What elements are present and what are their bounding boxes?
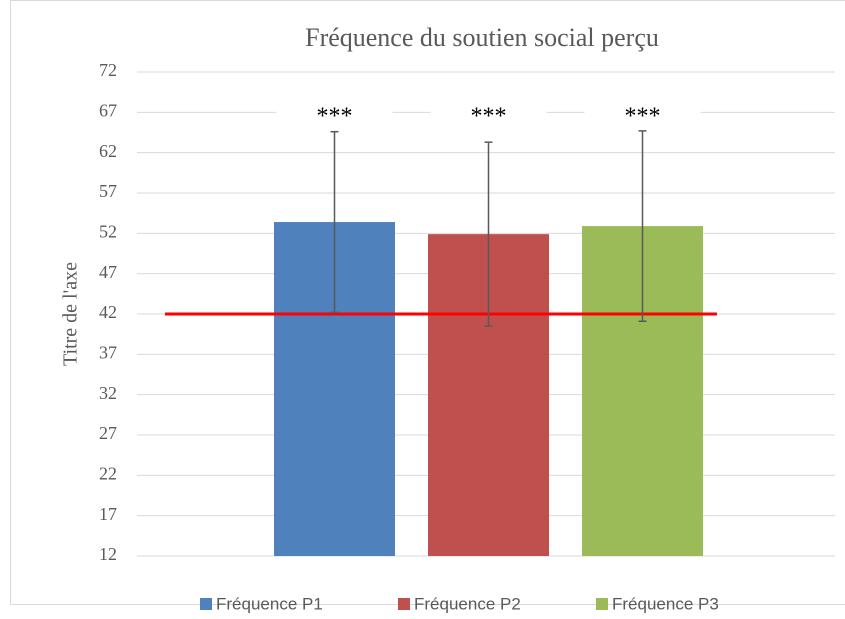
y-tick-label: 42 (99, 302, 117, 322)
y-tick-label: 57 (99, 181, 117, 201)
y-tick-label: 67 (99, 100, 117, 120)
annotation-background (276, 102, 393, 128)
legend-swatch (200, 598, 212, 610)
legend-swatch (596, 598, 608, 610)
legend-label: Fréquence P2 (414, 594, 521, 613)
y-tick-label: 22 (99, 463, 117, 483)
y-tick-label: 37 (99, 342, 117, 362)
y-tick-label: 17 (99, 504, 117, 524)
annotation-background (584, 102, 701, 128)
y-tick-label: 32 (99, 383, 117, 403)
legend-label: Fréquence P3 (612, 594, 719, 613)
chart-frame (10, 0, 845, 605)
y-tick-label: 12 (99, 544, 117, 564)
annotation: *** (317, 104, 353, 130)
annotation: *** (625, 104, 661, 130)
error-bar (484, 141, 493, 327)
chart-title: Fréquence du soutien social perçu (305, 23, 659, 52)
y-tick-label: 27 (99, 423, 117, 443)
y-axis-label: Titre de l'axe (60, 262, 82, 366)
y-tick-label: 47 (99, 262, 117, 282)
legend-label: Fréquence P1 (216, 594, 323, 613)
y-tick-label: 62 (99, 141, 117, 161)
y-tick-label: 52 (99, 221, 117, 241)
error-bar (638, 130, 647, 323)
error-bar (330, 130, 339, 314)
legend-swatch (398, 598, 410, 610)
y-tick-label: 72 (99, 60, 117, 80)
annotation-background (430, 102, 547, 128)
annotation: *** (471, 104, 507, 130)
